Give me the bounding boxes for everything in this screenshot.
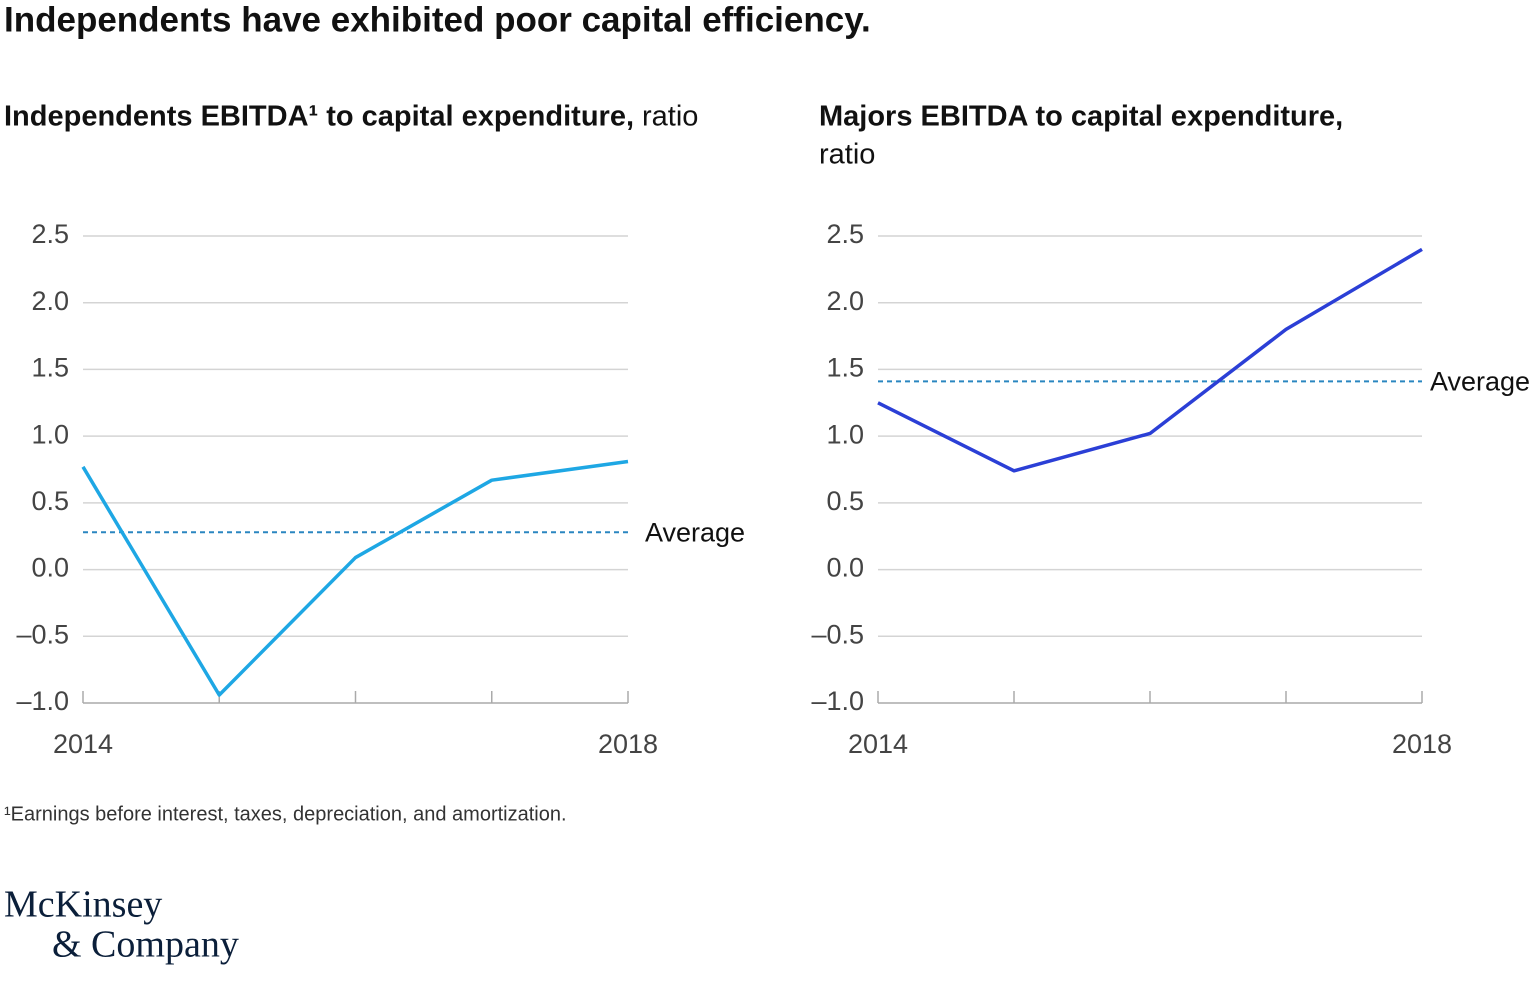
y-tick-label: 1.0: [826, 419, 864, 449]
y-tick-label: 1.0: [31, 419, 69, 449]
footnote: ¹Earnings before interest, taxes, deprec…: [4, 803, 567, 825]
y-tick-label: –0.5: [811, 619, 864, 649]
average-label: Average: [645, 517, 745, 547]
unit-label: ratio: [642, 101, 698, 133]
y-tick-label: 0.5: [31, 486, 69, 516]
unit-label: ratio: [819, 139, 875, 171]
y-tick-label: –1.0: [16, 686, 69, 716]
y-tick-label: 2.5: [826, 219, 864, 249]
x-tick-label: 2014: [848, 729, 908, 759]
y-tick-label: 0.0: [31, 553, 69, 583]
y-tick-label: 0.5: [826, 486, 864, 516]
data-line: [877, 247, 1423, 473]
logo-line: & Company: [52, 924, 239, 966]
page-title: Independents have exhibited poor capital…: [4, 0, 871, 39]
chart-title: Independents EBITDA¹ to capital expendit…: [4, 101, 634, 133]
x-tick-label: 2018: [598, 729, 658, 759]
y-tick-label: 0.0: [826, 553, 864, 583]
y-tick-label: 2.0: [826, 286, 864, 316]
average-label: Average: [1430, 367, 1530, 397]
x-tick-label: 2018: [1392, 729, 1452, 759]
x-tick-label: 2014: [53, 729, 113, 759]
data-line: [81, 459, 629, 697]
y-tick-label: 1.5: [826, 353, 864, 383]
chart-title: Majors EBITDA to capital expenditure,: [819, 101, 1343, 133]
y-tick-label: –0.5: [16, 619, 69, 649]
y-tick-label: –1.0: [811, 686, 864, 716]
y-tick-label: 1.5: [31, 353, 69, 383]
y-tick-label: 2.5: [31, 219, 69, 249]
y-tick-label: 2.0: [31, 286, 69, 316]
logo-line: McKinsey: [4, 884, 162, 926]
